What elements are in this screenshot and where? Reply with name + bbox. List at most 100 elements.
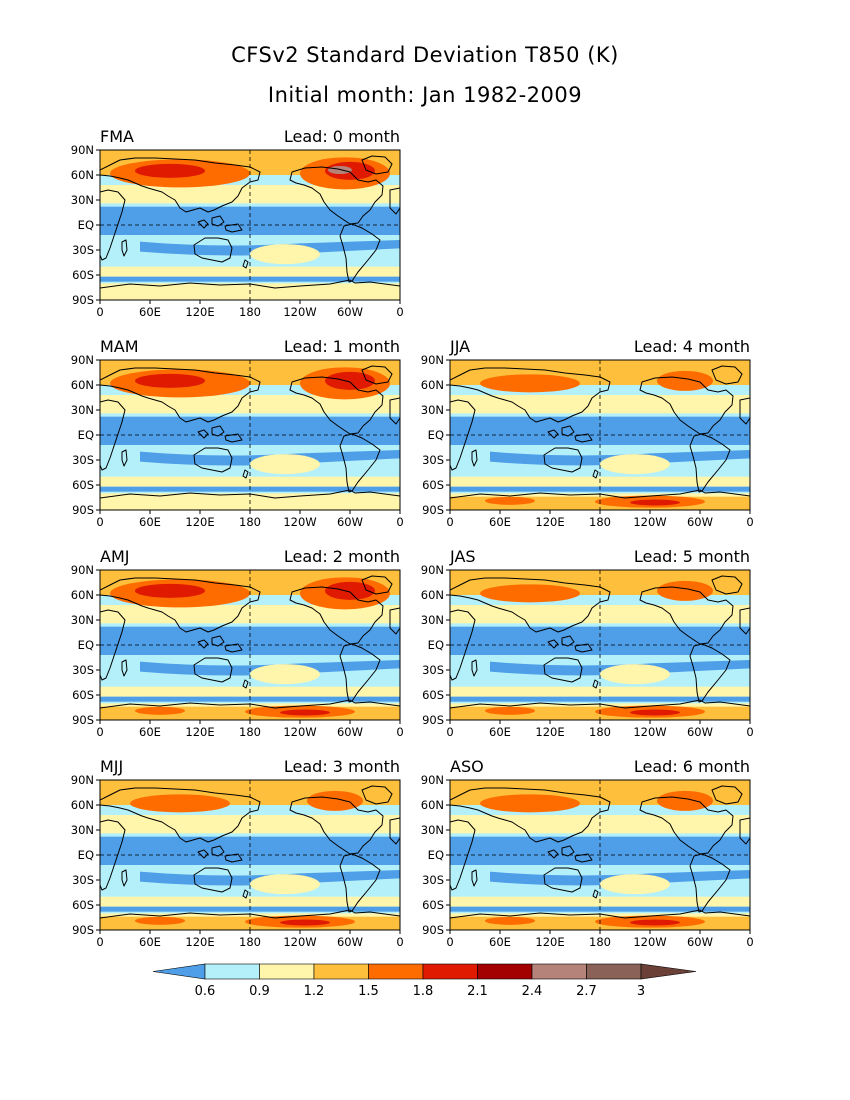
- lat-tick-label: EQ: [78, 638, 94, 652]
- lat-tick-label: 90S: [72, 923, 94, 937]
- lat-tick-label: 60S: [72, 478, 94, 492]
- lon-tick-label: 120W: [633, 515, 666, 529]
- lon-tick-label: 60E: [489, 935, 511, 949]
- colorbar-label: 1.2: [304, 984, 325, 999]
- lat-tick-label: 60N: [71, 798, 94, 812]
- colorbar-label: 0.6: [195, 984, 216, 999]
- colorbar-swatch: [368, 963, 424, 980]
- season-label: MJJ: [100, 757, 123, 776]
- lat-tick-label: 30S: [72, 873, 94, 887]
- lat-tick-label: 30N: [421, 613, 444, 627]
- lat-tick-label: 60S: [422, 688, 444, 702]
- lead-label: Lead: 1 month: [284, 337, 400, 356]
- lat-tick-label: 30S: [72, 663, 94, 677]
- lat-tick-label: 90S: [422, 713, 444, 727]
- lat-tick-label: 30N: [71, 403, 94, 417]
- season-label: AMJ: [100, 547, 129, 566]
- lat-tick-label: 90N: [421, 353, 444, 367]
- lon-tick-label: 60W: [337, 935, 363, 949]
- lat-tick-label: 90N: [421, 563, 444, 577]
- lon-tick-label: 120E: [535, 935, 564, 949]
- lon-tick-label: 0: [746, 725, 753, 739]
- season-label: ASO: [450, 757, 484, 776]
- lat-tick-label: 60S: [72, 898, 94, 912]
- lon-tick-label: 0: [396, 725, 403, 739]
- colorbar-label: 2.4: [522, 984, 543, 999]
- lon-tick-label: 120E: [535, 515, 564, 529]
- lat-tick-label: 90S: [422, 503, 444, 517]
- lon-tick-label: 0: [96, 305, 103, 319]
- lat-tick-label: 60N: [421, 588, 444, 602]
- season-label: JJA: [449, 337, 470, 356]
- lat-tick-label: EQ: [78, 428, 94, 442]
- lat-tick-label: 30N: [71, 193, 94, 207]
- lat-tick-label: 90N: [71, 563, 94, 577]
- lon-tick-label: 60E: [139, 305, 161, 319]
- lon-tick-label: 0: [396, 305, 403, 319]
- lon-tick-label: 120W: [283, 515, 316, 529]
- lat-tick-label: EQ: [428, 848, 444, 862]
- lon-tick-label: 180: [589, 725, 611, 739]
- lon-tick-label: 0: [396, 515, 403, 529]
- colorbar-label: 2.7: [576, 984, 597, 999]
- lon-tick-label: 0: [446, 515, 453, 529]
- lon-tick-label: 0: [746, 935, 753, 949]
- lon-tick-label: 180: [239, 725, 261, 739]
- lat-tick-label: 30N: [71, 823, 94, 837]
- lon-tick-label: 60W: [687, 725, 713, 739]
- lead-label: Lead: 2 month: [284, 547, 400, 566]
- lat-tick-label: 90N: [71, 773, 94, 787]
- lat-tick-label: 60N: [421, 378, 444, 392]
- lat-tick-label: EQ: [428, 638, 444, 652]
- lon-tick-label: 180: [239, 515, 261, 529]
- lon-tick-label: 0: [96, 935, 103, 949]
- lon-tick-label: 180: [589, 515, 611, 529]
- lat-tick-label: 90S: [422, 923, 444, 937]
- figure-subtitle: Initial month: Jan 1982-2009: [268, 83, 582, 107]
- lat-tick-label: 60S: [72, 688, 94, 702]
- lon-tick-label: 120W: [283, 935, 316, 949]
- colorbar-min-arrow: [152, 963, 206, 980]
- colorbar-swatch: [586, 963, 642, 980]
- colorbar-swatch: [259, 963, 315, 980]
- lon-tick-label: 60W: [337, 305, 363, 319]
- lat-tick-label: 30S: [72, 243, 94, 257]
- lon-tick-label: 0: [446, 935, 453, 949]
- colorbar-label: 2.1: [467, 984, 488, 999]
- lon-tick-label: 0: [96, 515, 103, 529]
- colorbar-swatch: [477, 963, 533, 980]
- lon-tick-label: 120E: [185, 725, 214, 739]
- lat-tick-label: 60S: [422, 478, 444, 492]
- lat-tick-label: 30S: [422, 873, 444, 887]
- lat-tick-label: 30N: [421, 823, 444, 837]
- lon-tick-label: 120W: [283, 305, 316, 319]
- lat-tick-label: 90N: [421, 773, 444, 787]
- lon-tick-label: 120W: [283, 725, 316, 739]
- lat-tick-label: 60S: [72, 268, 94, 282]
- lon-tick-label: 0: [446, 725, 453, 739]
- lat-tick-label: 30S: [72, 453, 94, 467]
- lat-tick-label: 60S: [422, 898, 444, 912]
- lat-tick-label: 60N: [71, 588, 94, 602]
- lead-label: Lead: 3 month: [284, 757, 400, 776]
- lead-label: Lead: 5 month: [634, 547, 750, 566]
- colorbar-swatch: [313, 963, 369, 980]
- lat-tick-label: EQ: [78, 218, 94, 232]
- lon-tick-label: 180: [239, 935, 261, 949]
- lead-label: Lead: 6 month: [634, 757, 750, 776]
- lon-tick-label: 60W: [687, 935, 713, 949]
- lat-tick-label: EQ: [78, 848, 94, 862]
- colorbar-max-arrow: [640, 963, 697, 980]
- figure-title: CFSv2 Standard Deviation T850 (K): [231, 43, 619, 67]
- lat-tick-label: 90N: [71, 353, 94, 367]
- lat-tick-label: EQ: [428, 428, 444, 442]
- lon-tick-label: 120E: [185, 305, 214, 319]
- lon-tick-label: 0: [396, 935, 403, 949]
- lon-tick-label: 120E: [535, 725, 564, 739]
- lon-tick-label: 120W: [633, 725, 666, 739]
